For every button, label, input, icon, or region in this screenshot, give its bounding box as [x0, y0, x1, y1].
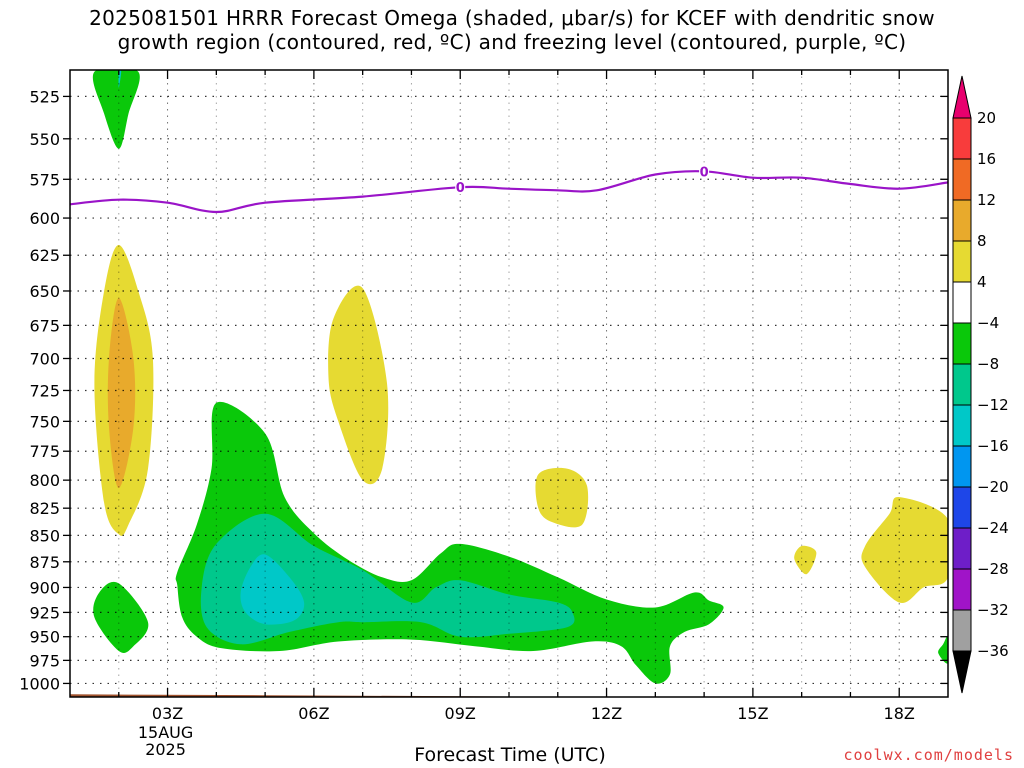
freezing-level-label-0: 0 [456, 181, 465, 196]
colorbar-label-5: −4 [977, 314, 999, 332]
y-tick-label-825: 825 [29, 499, 60, 518]
y-tick-label-625: 625 [29, 246, 60, 265]
omega-region-4 [328, 285, 389, 485]
omega-region-3 [107, 298, 136, 489]
colorbar-label-6: −8 [977, 355, 999, 373]
x-tick-label-06Z: 06Z [298, 704, 329, 723]
omega-region-12 [938, 636, 948, 664]
title-line-1: 2025081501 HRRR Forecast Omega (shaded, … [89, 6, 935, 30]
x-tick-date: 15AUG [138, 723, 193, 742]
y-tick-label-525: 525 [29, 87, 60, 106]
omega-shading [92, 70, 948, 684]
colorbar-label-8: −16 [977, 437, 1009, 455]
y-tick-label-850: 850 [29, 526, 60, 545]
y-tick-label-900: 900 [29, 578, 60, 597]
y-tick-label-975: 975 [29, 651, 60, 670]
y-tick-label-875: 875 [29, 553, 60, 572]
y-tick-label-600: 600 [29, 209, 60, 228]
colorbar-segment-7 [952, 404, 972, 447]
colorbar-label-0: 20 [977, 109, 996, 127]
y-tick-label-575: 575 [29, 170, 60, 189]
omega-region-5 [535, 467, 589, 528]
x-tick-label-12Z: 12Z [591, 704, 622, 723]
y-tick-label-925: 925 [29, 603, 60, 622]
colorbar-label-4: 4 [977, 273, 987, 291]
x-tick-label-03Z: 03Z [152, 704, 183, 723]
colorbar-segment-6 [952, 363, 972, 406]
x-axis-label: Forecast Time (UTC) [414, 744, 606, 766]
y-tick-label-950: 950 [29, 628, 60, 647]
site-credit: coolwx.com/models [843, 746, 1014, 764]
colorbar-label-9: −20 [977, 478, 1009, 496]
y-tick-label-750: 750 [29, 412, 60, 431]
colorbar-segment-2 [952, 199, 972, 242]
colorbar-label-3: 8 [977, 232, 987, 250]
y-tick-label-800: 800 [29, 471, 60, 490]
y-tick-label-700: 700 [29, 349, 60, 368]
x-tick-label-18Z: 18Z [884, 704, 915, 723]
y-tick-label-725: 725 [29, 381, 60, 400]
y-tick-label-550: 550 [29, 130, 60, 149]
colorbar-top-arrow [952, 75, 972, 119]
grid-lines [70, 70, 948, 697]
x-tick-label-15Z: 15Z [737, 704, 768, 723]
colorbar-label-12: −32 [977, 601, 1009, 619]
y-tick-label-650: 650 [29, 282, 60, 301]
freezing-level-contour: 00 [70, 164, 948, 214]
colorbar-segment-3 [952, 240, 972, 283]
colorbar-segment-0 [952, 117, 972, 160]
title-line-2: growth region (contoured, red, ºC) and f… [117, 30, 907, 54]
y-axis-ticks: 525 550 575 600 625 650 675 700 725 750 775 800 825 8… [19, 87, 948, 693]
x-tick-label-09Z: 09Z [445, 704, 476, 723]
colorbar-segment-8 [952, 445, 972, 488]
y-tick-label-775: 775 [29, 442, 60, 461]
x-tick-year: 2025 [145, 740, 186, 759]
colorbar-segment-4 [952, 281, 972, 324]
colorbar-segment-11 [952, 568, 972, 611]
colorbar-segment-12 [952, 609, 972, 652]
freezing-level-label-1: 0 [700, 165, 709, 180]
y-tick-label-1000: 1000 [19, 674, 60, 693]
omega-region-11 [240, 554, 305, 625]
colorbar-segment-9 [952, 486, 972, 529]
y-tick-label-675: 675 [29, 316, 60, 335]
colorbar-label-10: −24 [977, 519, 1009, 537]
colorbar-segment-1 [952, 158, 972, 201]
colorbar-label-13: −36 [977, 642, 1009, 660]
colorbar-segment-10 [952, 527, 972, 570]
omega-region-8 [93, 581, 149, 653]
colorbar-label-2: 12 [977, 191, 996, 209]
omega-region-6 [794, 545, 817, 575]
omega-region-7 [861, 497, 948, 604]
colorbar: 20 16 12 8 4 −4 −8 −12 −16 −20 −24 −28 −32 −36 [952, 75, 1009, 694]
colorbar-bottom-arrow [952, 650, 972, 694]
colorbar-label-1: 16 [977, 150, 996, 168]
colorbar-label-11: −28 [977, 560, 1009, 578]
colorbar-segment-5 [952, 322, 972, 365]
freezing-level-line [70, 170, 948, 214]
colorbar-label-7: −12 [977, 396, 1009, 414]
omega-region-0 [92, 70, 140, 149]
chart-title: 2025081501 HRRR Forecast Omega (shaded, … [0, 6, 1024, 54]
